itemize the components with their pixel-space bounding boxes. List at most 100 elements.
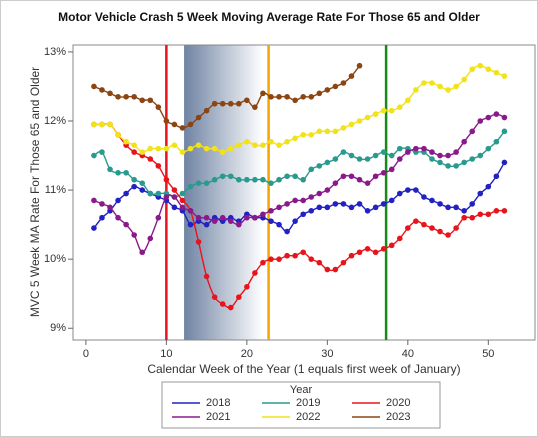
data-point (139, 149, 146, 155)
data-point (493, 111, 500, 117)
data-point (453, 204, 459, 211)
data-point (131, 176, 137, 183)
data-point (203, 221, 210, 228)
data-point (372, 204, 379, 211)
data-point (268, 256, 274, 262)
data-point (437, 159, 443, 166)
series-line (93, 162, 506, 233)
data-point (99, 214, 105, 221)
data-point (260, 142, 266, 148)
data-point (123, 170, 129, 176)
data-point (372, 152, 379, 159)
data-point (396, 156, 403, 162)
data-point (91, 225, 97, 231)
legend-label: 2020 (386, 397, 410, 409)
data-point (284, 138, 290, 145)
data-point (163, 118, 170, 124)
data-point (332, 266, 339, 273)
data-point (348, 204, 355, 211)
data-point (211, 176, 218, 183)
data-point (501, 73, 508, 79)
data-point (429, 197, 435, 204)
data-point (405, 149, 411, 155)
data-point (308, 166, 315, 173)
data-point (332, 201, 339, 207)
data-point (356, 176, 363, 183)
data-point (469, 214, 476, 221)
data-point (364, 114, 371, 121)
x-tick-label: 20 (241, 348, 253, 360)
data-point (469, 156, 476, 162)
data-point (413, 87, 419, 93)
data-point (356, 201, 363, 207)
data-point (123, 138, 129, 145)
data-point (123, 221, 129, 228)
data-point (147, 235, 154, 242)
data-point (413, 145, 419, 152)
data-point (276, 256, 282, 262)
data-point (485, 66, 492, 72)
data-point (276, 204, 282, 211)
data-point (445, 232, 451, 238)
data-point (292, 135, 298, 142)
data-point (219, 149, 226, 155)
data-point (380, 170, 387, 176)
data-point (300, 249, 306, 256)
y-tick-label: 13% (44, 46, 66, 58)
data-point (219, 173, 226, 180)
data-point (461, 159, 467, 166)
data-point (171, 187, 178, 193)
data-point (187, 208, 194, 214)
data-point (485, 114, 492, 121)
y-tick-label: 9% (50, 322, 66, 334)
data-point (244, 97, 250, 104)
data-point (292, 218, 298, 224)
data-point (324, 128, 331, 135)
data-point (155, 214, 162, 221)
data-point (421, 221, 427, 228)
data-point (356, 62, 363, 69)
data-point (340, 125, 347, 131)
data-point (308, 256, 315, 262)
legend-label: 2018 (206, 397, 230, 409)
data-point (300, 132, 306, 138)
data-point (388, 152, 395, 159)
data-point (501, 114, 508, 121)
data-point (477, 62, 484, 69)
data-point (99, 87, 105, 93)
legend-title: Year (290, 384, 313, 396)
data-point (252, 176, 258, 183)
data-point (163, 176, 170, 183)
data-point (364, 246, 371, 252)
data-point (461, 138, 467, 145)
data-point (396, 104, 403, 110)
data-point (493, 138, 500, 145)
data-point (203, 214, 210, 221)
data-point (485, 211, 492, 218)
data-point (284, 94, 290, 100)
data-point (372, 249, 379, 256)
data-point (211, 218, 218, 224)
data-point (316, 90, 323, 97)
data-point (477, 152, 484, 159)
data-point (227, 145, 234, 152)
data-point (396, 145, 403, 152)
data-point (219, 214, 226, 221)
data-point (429, 149, 435, 155)
data-point (316, 163, 323, 169)
data-point (187, 121, 194, 128)
data-point (268, 94, 274, 100)
data-point (340, 173, 347, 180)
data-point (99, 201, 105, 207)
data-point (292, 97, 298, 104)
data-point (123, 94, 129, 100)
shaded-region (184, 45, 263, 340)
data-point (493, 69, 500, 76)
legend-label: 2022 (296, 411, 320, 423)
x-tick-label: 0 (83, 348, 89, 360)
data-point (284, 228, 290, 235)
data-point (268, 180, 274, 186)
data-point (429, 225, 435, 231)
data-point (356, 156, 363, 162)
data-point (396, 190, 403, 197)
